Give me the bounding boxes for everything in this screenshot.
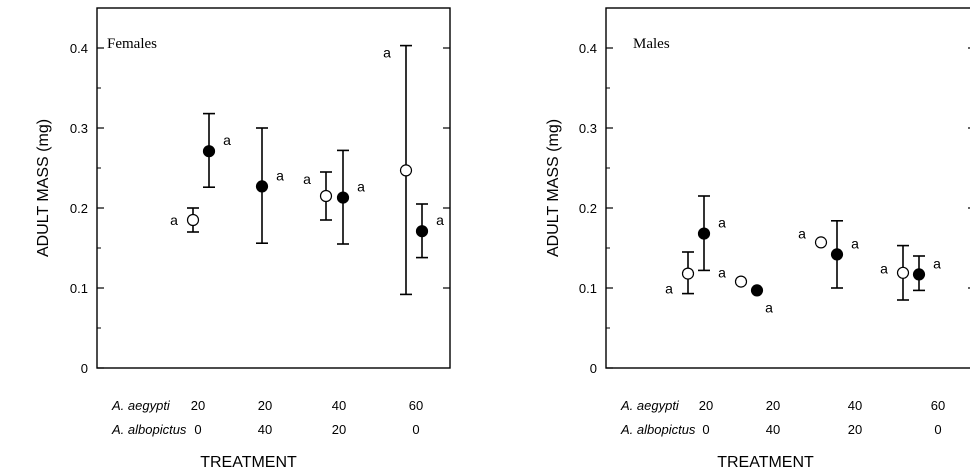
treatment-density-value: 0 (412, 422, 419, 437)
significance-letter: a (223, 132, 231, 148)
treatment-density-value: 0 (194, 422, 201, 437)
filled-circle-mean-point (255, 180, 269, 193)
filled-circle-mean-point (202, 145, 216, 158)
filled-circle-mean-point (912, 268, 926, 281)
significance-letter: a (933, 255, 941, 271)
treatment-density-value: 40 (848, 398, 862, 413)
treatment-species-name: A. albopictus (620, 422, 696, 437)
x-axis-label: TREATMENT (717, 454, 814, 471)
open-circle-mean-point (399, 164, 413, 177)
significance-letter: a (765, 299, 773, 315)
y-tick-label: 0.3 (579, 121, 597, 136)
panel-title: Females (107, 36, 157, 52)
open-circle-mean-point (814, 236, 828, 249)
y-tick-label: 0.3 (70, 121, 88, 136)
open-circle-mean-point (319, 189, 333, 203)
plot-frame (96, 7, 451, 369)
significance-letter: a (718, 215, 726, 231)
y-tick-label: 0.4 (70, 41, 88, 56)
filled-circle-mean-point (415, 225, 429, 238)
treatment-density-value: 0 (702, 422, 709, 437)
treatment-density-value: 20 (848, 422, 862, 437)
significance-letter: a (718, 265, 726, 281)
y-tick-label: 0.1 (70, 281, 88, 296)
significance-letter: a (357, 179, 365, 195)
significance-letter: a (276, 167, 284, 183)
chart-panel-males: 0 0.1 0.2 0.3 0.4 Males ADULT MASS (mg) A. aegy… (545, 7, 970, 471)
y-tick-label: 0 (81, 361, 88, 376)
treatment-density-value: 40 (258, 422, 272, 437)
significance-letter: a (383, 45, 391, 61)
treatment-density-value: 20 (258, 398, 272, 413)
significance-letter: a (880, 261, 888, 277)
significance-letter: a (798, 225, 806, 241)
open-circle-mean-point (681, 267, 695, 280)
filled-circle-mean-point (830, 248, 844, 261)
y-tick-label: 0.4 (579, 41, 597, 56)
filled-circle-mean-point (750, 284, 764, 297)
treatment-density-value: 40 (766, 422, 780, 437)
significance-letter: a (665, 281, 673, 297)
y-axis-label: ADULT MASS (mg) (545, 119, 562, 257)
significance-letter: a (851, 235, 859, 251)
open-circle-mean-point (186, 213, 200, 227)
plot-frame (605, 7, 970, 369)
significance-letter: a (303, 171, 311, 187)
y-tick-label: 0.2 (579, 201, 597, 216)
treatment-species-name: A. aegypti (620, 398, 680, 413)
treatment-density-value: 20 (191, 398, 205, 413)
treatment-density-value: 60 (931, 398, 945, 413)
open-circle-mean-point (896, 266, 910, 279)
significance-letter: a (436, 212, 444, 228)
x-axis-label: TREATMENT (200, 454, 297, 471)
treatment-density-value: 40 (332, 398, 346, 413)
treatment-species-name: A. aegypti (111, 398, 171, 413)
treatment-density-value: 60 (409, 398, 423, 413)
panel-title: Males (633, 36, 670, 52)
filled-circle-mean-point (336, 191, 350, 204)
treatment-density-value: 20 (332, 422, 346, 437)
treatment-density-value: 0 (934, 422, 941, 437)
chart-panel-females: 0 0.1 0.2 0.3 0.4 Females ADULT MASS (mg) A. ae… (35, 7, 451, 471)
y-tick-label: 0 (590, 361, 597, 376)
y-axis-label: ADULT MASS (mg) (35, 119, 52, 257)
y-tick-label: 0.1 (579, 281, 597, 296)
open-circle-mean-point (734, 275, 748, 288)
filled-circle-mean-point (697, 227, 711, 240)
y-tick-label: 0.2 (70, 201, 88, 216)
treatment-density-value: 20 (766, 398, 780, 413)
treatment-species-name: A. albopictus (111, 422, 187, 437)
treatment-density-value: 20 (699, 398, 713, 413)
significance-letter: a (170, 212, 178, 228)
